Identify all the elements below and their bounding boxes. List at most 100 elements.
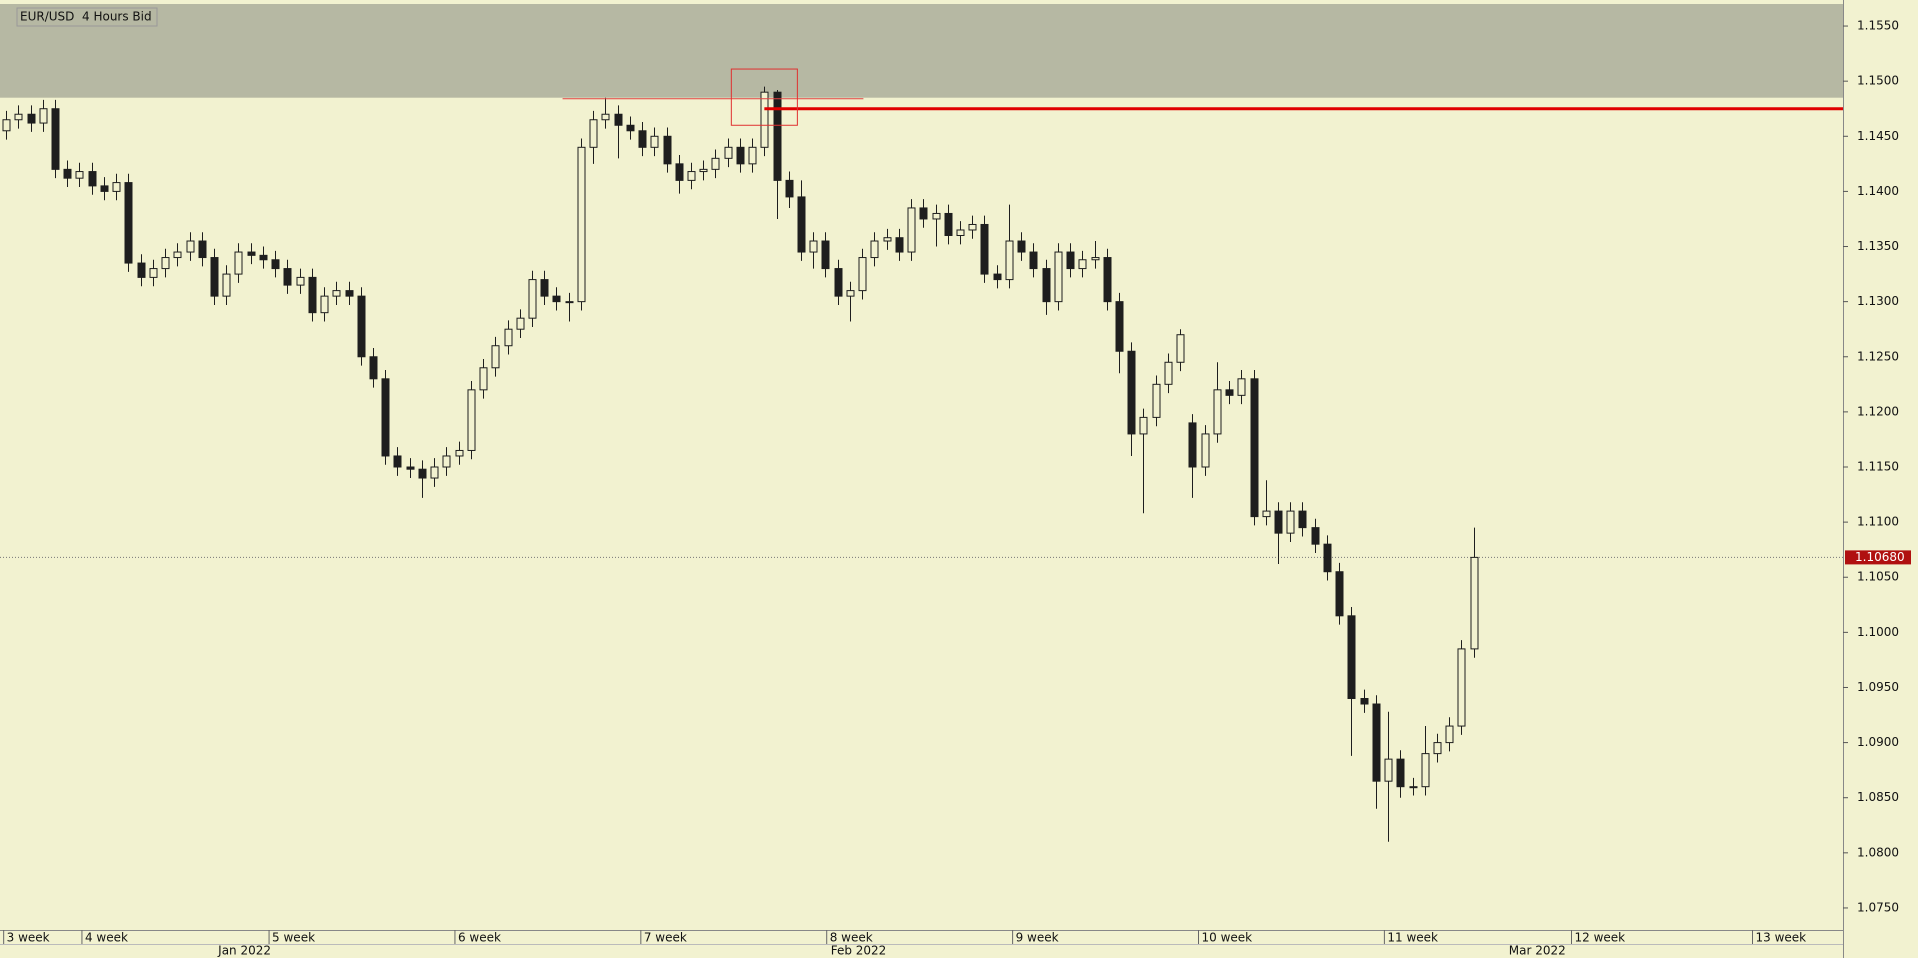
resistance-zone	[0, 4, 1843, 98]
candle-body	[638, 130, 647, 148]
candle-body	[1286, 510, 1295, 534]
candle-body	[1311, 527, 1320, 545]
candle-body	[247, 251, 256, 256]
candle-body	[1078, 259, 1087, 270]
candle-body	[332, 290, 341, 297]
candle-body	[308, 276, 317, 314]
y-tick-label: 1.0950	[1857, 680, 1899, 694]
candle-body	[345, 290, 354, 297]
y-tick-label: 1.1300	[1857, 294, 1899, 308]
candle-body	[980, 223, 989, 275]
candle-body	[369, 356, 378, 380]
candle-body	[1164, 361, 1173, 385]
candle-body	[614, 113, 623, 126]
candle-body	[968, 223, 977, 231]
candle-body	[797, 196, 806, 253]
candle-body	[577, 146, 586, 303]
candle-body	[1054, 251, 1063, 303]
candle-body	[393, 455, 402, 468]
candle-body	[1103, 257, 1112, 303]
candle-body	[75, 171, 84, 179]
y-tick-label: 1.1150	[1857, 460, 1899, 474]
y-tick-label: 1.1100	[1857, 515, 1899, 529]
candle-body	[956, 229, 965, 237]
candle-body	[907, 207, 916, 253]
y-tick-label: 1.1350	[1857, 239, 1899, 253]
y-tick-label: 1.1550	[1857, 19, 1899, 33]
candle-body	[283, 268, 292, 286]
candle-body	[1225, 389, 1234, 396]
candle-body	[2, 119, 11, 132]
candle-body	[821, 240, 830, 270]
candle-body	[663, 135, 672, 165]
candle-body	[210, 257, 219, 297]
candle-body	[895, 237, 904, 253]
candle-body	[137, 262, 146, 278]
candle-body	[88, 171, 97, 187]
candle-body	[418, 468, 427, 479]
candle-body	[1298, 510, 1307, 529]
candle-body	[27, 113, 36, 124]
candle-body	[1409, 786, 1418, 789]
candle-body	[14, 113, 23, 121]
candle-body	[1372, 703, 1381, 782]
candle-body	[773, 91, 782, 181]
candle-body	[993, 273, 1002, 281]
candle-body	[51, 108, 60, 170]
candle-body	[198, 240, 207, 259]
candle-body	[870, 240, 879, 259]
candle-body	[1176, 334, 1185, 363]
candle-body	[748, 146, 757, 165]
month-label: Jan 2022	[217, 944, 271, 958]
x-tick-label: 4 week	[85, 931, 128, 945]
candle-body	[161, 257, 170, 270]
candle-body	[1421, 753, 1430, 788]
candle-body	[467, 389, 476, 451]
candle-body	[1457, 648, 1466, 727]
candle-body	[687, 171, 696, 181]
y-tick-label: 1.0750	[1857, 900, 1899, 914]
candle-body	[809, 240, 818, 253]
candle-body	[1005, 240, 1014, 281]
y-tick-label: 1.1050	[1857, 570, 1899, 584]
candle-body	[406, 466, 415, 470]
candle-body	[381, 378, 390, 457]
candle-body	[1323, 543, 1332, 573]
candle-body	[259, 254, 268, 261]
candle-body	[944, 212, 953, 236]
month-label: Mar 2022	[1509, 944, 1566, 958]
candle-body	[711, 157, 720, 170]
highlight-box	[730, 68, 798, 126]
candle-body	[1384, 758, 1393, 782]
candle-body	[1091, 257, 1100, 261]
candle-body	[271, 259, 280, 270]
candle-body	[650, 135, 659, 148]
y-tick-label: 1.1500	[1857, 74, 1899, 88]
candle-body	[834, 268, 843, 297]
candle-body	[1188, 422, 1197, 468]
x-tick-label: 13 week	[1756, 931, 1807, 945]
x-tick-label: 7 week	[644, 931, 687, 945]
candle-body	[760, 91, 769, 148]
x-tick-label: 11 week	[1387, 931, 1438, 945]
candle-body	[589, 119, 598, 148]
candle-body	[296, 276, 305, 286]
x-tick-label: 3 week	[7, 931, 50, 945]
candle-body	[320, 295, 329, 314]
candle-body	[1347, 615, 1356, 699]
candle-body	[455, 449, 464, 457]
candle-body	[63, 168, 72, 179]
candle-body	[932, 212, 941, 220]
candle-body	[1139, 416, 1148, 435]
title-box	[16, 7, 158, 27]
last-price-tag	[1845, 550, 1911, 565]
candle-body	[516, 317, 525, 330]
chart-title: EUR/USD 4 Hours Bid	[20, 10, 152, 24]
candle-body	[540, 279, 549, 297]
candle-body	[186, 240, 195, 253]
candle-body	[1433, 742, 1442, 755]
candle-body	[1250, 378, 1259, 518]
candle-body	[601, 113, 610, 121]
candle-body	[1017, 240, 1026, 253]
